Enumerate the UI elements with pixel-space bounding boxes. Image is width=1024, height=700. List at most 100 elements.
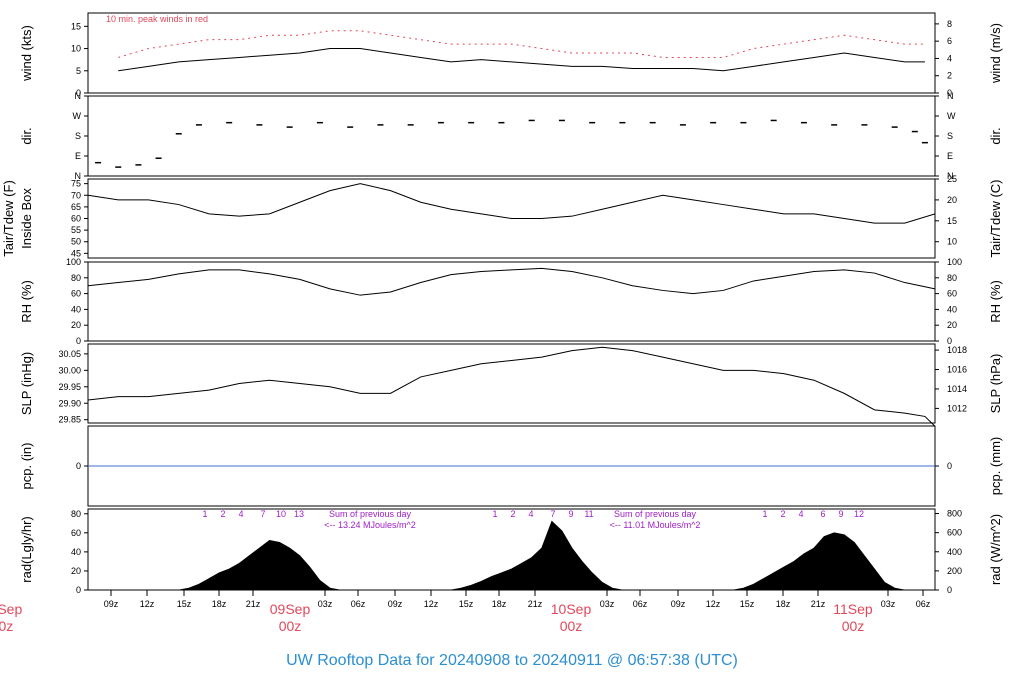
left-tick-label-slp: 29.95 (58, 382, 81, 392)
y-axis-label-right-temp: Tair/Tdew (C) (988, 179, 1003, 257)
y-axis-label-left-temp-2: Inside Box (19, 188, 34, 249)
y-axis-label-right-dir: dir. (988, 127, 1003, 144)
right-tick-label-rad: 600 (947, 528, 962, 538)
x-tick-label: 09z (104, 599, 119, 609)
left-tick-label-dir: S (75, 131, 81, 141)
chart-title: UW Rooftop Data for 20240908 to 20240911… (286, 652, 738, 669)
hour-mark: 4 (238, 509, 243, 519)
day-label-date: 10Sep (551, 601, 592, 617)
right-tick-label-pcp: 0 (947, 461, 952, 471)
x-tick-label: 18z (212, 599, 227, 609)
left-tick-label-wind: 0 (76, 88, 81, 98)
right-tick-label-wind: 4 (947, 53, 952, 63)
hour-mark: 4 (528, 509, 533, 519)
left-tick-label-dir: W (73, 111, 82, 121)
x-tick-label: 03z (600, 599, 615, 609)
right-tick-label-slp: 1018 (947, 345, 967, 355)
x-tick-label: 15z (740, 599, 755, 609)
left-tick-label-rh: 0 (76, 336, 81, 346)
hour-mark: 1 (492, 509, 497, 519)
left-tick-label-rh: 60 (71, 289, 81, 299)
left-tick-label-slp: 30.00 (58, 365, 81, 375)
left-tick-label-temp: 55 (71, 225, 81, 235)
y-axis-label-left-rad: rad(Lgly/hr) (19, 516, 34, 582)
y-axis-label-right-slp: SLP (hPa) (988, 354, 1003, 414)
hour-mark: 2 (780, 509, 785, 519)
panel-frame-rh (87, 261, 936, 342)
hour-mark: 7 (550, 509, 555, 519)
day-label-hour: 00z (842, 618, 865, 634)
right-tick-label-rh: 40 (947, 304, 957, 314)
series-wind (118, 48, 925, 72)
right-tick-label-rad: 800 (947, 509, 962, 519)
hour-mark: 1 (762, 509, 767, 519)
right-tick-label-temp: 25 (947, 174, 957, 184)
x-tick-label: 15z (459, 599, 474, 609)
hour-mark: 4 (798, 509, 803, 519)
left-tick-label-dir: N (75, 91, 82, 101)
x-tick-label: 12z (140, 599, 155, 609)
right-tick-label-slp: 1016 (947, 365, 967, 375)
x-tick-label: 12z (424, 599, 439, 609)
left-tick-label-rad: 40 (71, 547, 81, 557)
y-axis-label-left-slp: SLP (inHg) (19, 352, 34, 415)
panel-frame-slp (87, 343, 936, 424)
hour-mark: 11 (584, 509, 593, 519)
right-tick-label-rad: 0 (947, 585, 952, 595)
right-tick-label-dir: E (947, 151, 953, 161)
right-tick-label-rh: 60 (947, 289, 957, 299)
right-tick-label-rh: 100 (947, 257, 962, 267)
right-tick-label-slp: 1014 (947, 384, 967, 394)
left-tick-label-rad: 20 (71, 566, 81, 576)
hour-mark: 10 (276, 509, 286, 519)
x-tick-label: 21z (528, 599, 543, 609)
y-axis-label-right-pcp: pcp. (mm) (988, 437, 1003, 496)
x-tick-label: 15z (177, 599, 192, 609)
hour-mark: 12 (854, 509, 864, 519)
x-tick-label: 18z (492, 599, 507, 609)
series-SLP (87, 346, 936, 427)
x-tick-label: 03z (881, 599, 896, 609)
day-label-hour: 00z (560, 618, 583, 634)
daily-total-value: <-- 11.01 MJoules/m^2 (610, 520, 701, 530)
right-tick-label-dir: N (947, 171, 954, 181)
hour-mark: 13 (294, 509, 304, 519)
right-tick-label-wind: 2 (947, 71, 952, 81)
left-tick-label-rh: 40 (71, 304, 81, 314)
left-tick-label-rh: 20 (71, 320, 81, 330)
right-tick-label-temp: 15 (947, 216, 957, 226)
left-tick-label-rad: 0 (76, 585, 81, 595)
x-tick-label: 09z (388, 599, 403, 609)
day-label-hour: 00z (0, 618, 13, 634)
y-axis-label-right-rh: RH (%) (988, 280, 1003, 323)
y-axis-label-left-rh: RH (%) (19, 280, 34, 323)
x-tick-label: 06z (351, 599, 366, 609)
right-tick-label-rh: 20 (947, 320, 957, 330)
right-tick-label-wind: 0 (947, 88, 952, 98)
hour-mark: 2 (510, 509, 515, 519)
y-axis-label-right-rad: rad (W/m^2) (988, 514, 1003, 585)
x-tick-label: 03z (318, 599, 333, 609)
x-tick-label: 12z (706, 599, 721, 609)
series-Tair (87, 183, 936, 224)
right-tick-label-rh: 80 (947, 273, 957, 283)
left-tick-label-dir: E (75, 151, 81, 161)
right-tick-label-wind: 8 (947, 19, 952, 29)
right-tick-label-wind: 6 (947, 36, 952, 46)
series-RH (87, 267, 936, 296)
day-label-date: 11Sep (833, 601, 873, 617)
left-tick-label-temp: 65 (71, 202, 81, 212)
series-radiation-day2 (450, 520, 633, 591)
left-tick-label-temp: 70 (71, 190, 81, 200)
left-tick-label-wind: 15 (71, 21, 81, 31)
left-tick-label-wind: 5 (76, 66, 81, 76)
series-radiation (148, 540, 391, 591)
x-tick-label: 09z (671, 599, 686, 609)
day-label-hour: 00z (279, 618, 302, 634)
left-tick-label-temp: 60 (71, 214, 81, 224)
left-tick-label-rad: 80 (71, 509, 81, 519)
right-tick-label-temp: 10 (947, 237, 957, 247)
left-tick-label-rh: 100 (66, 257, 81, 267)
y-axis-label-left-wind: wind (kts) (19, 25, 34, 82)
